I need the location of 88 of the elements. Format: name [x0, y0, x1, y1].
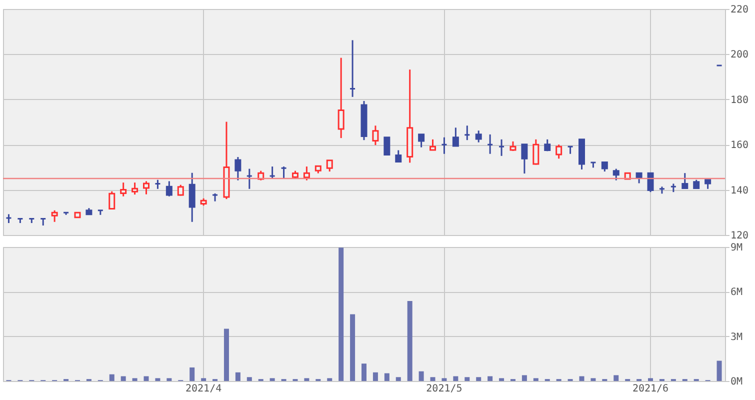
- bar: [579, 376, 584, 381]
- bar: [155, 378, 160, 381]
- bar: [304, 378, 310, 381]
- bar: [190, 367, 195, 381]
- candlestick: [188, 172, 196, 223]
- candlestick: [418, 134, 425, 148]
- candlestick: [120, 182, 127, 198]
- candlestick: [430, 138, 436, 151]
- bar: [407, 301, 412, 381]
- y-tick-label: 200: [730, 50, 749, 61]
- candlestick: [234, 156, 242, 182]
- y-tick-label: 220: [730, 4, 749, 16]
- bar: [499, 378, 504, 381]
- candlestick: [303, 166, 310, 182]
- bar: [338, 248, 344, 381]
- y-tick-label: 140: [730, 185, 749, 196]
- bar: [442, 378, 447, 381]
- bar: [384, 373, 390, 381]
- bar: [453, 376, 458, 381]
- bar: [418, 371, 424, 381]
- candlestick: [154, 179, 161, 190]
- y-tick-label: 3M: [730, 332, 743, 343]
- bar: [648, 378, 654, 381]
- bar: [327, 378, 332, 381]
- candlestick: [486, 134, 494, 155]
- candlestick: [384, 136, 390, 156]
- bar: [476, 377, 482, 381]
- bar: [166, 378, 172, 381]
- candlestick: [682, 172, 688, 189]
- candlestick: [132, 182, 138, 196]
- candlestick: [269, 166, 276, 180]
- candlestick: [440, 136, 448, 155]
- candlestick: [395, 150, 402, 163]
- candlestick: [349, 39, 356, 98]
- bar: [488, 376, 493, 381]
- bar: [590, 378, 596, 381]
- y-tick-label: 180: [730, 94, 749, 106]
- bar: [614, 375, 619, 381]
- candlestick: [338, 57, 344, 139]
- x-tick-label: 2021/4: [185, 384, 222, 394]
- candlestick: [704, 179, 712, 190]
- bar: [430, 377, 436, 381]
- candlestick: [372, 124, 379, 146]
- candlestick: [51, 210, 58, 223]
- candlestick: [464, 124, 470, 141]
- bar: [716, 360, 722, 381]
- candlestick: [612, 168, 620, 182]
- bar: [109, 374, 114, 381]
- bar: [224, 328, 229, 381]
- candlestick: [510, 140, 516, 152]
- candlestick: [521, 144, 528, 174]
- candlestick: [280, 166, 288, 180]
- candlestick: [647, 172, 654, 193]
- candlestick: [166, 180, 172, 198]
- y-tick-label: 9M: [730, 242, 743, 254]
- x-tick-label: 2021/6: [632, 384, 669, 394]
- candlestick: [636, 172, 642, 184]
- candlestick: [326, 160, 333, 172]
- bar: [362, 364, 366, 381]
- bar: [246, 377, 252, 381]
- bar: [201, 378, 206, 381]
- y-tick-label: 6M: [730, 287, 743, 298]
- bar: [235, 372, 240, 381]
- bar: [132, 378, 138, 381]
- candlestick: [108, 190, 116, 210]
- x-tick-label: 2021/5: [426, 384, 462, 394]
- bar: [372, 372, 378, 381]
- candlestick: [452, 126, 459, 147]
- candlestick: [143, 180, 150, 196]
- candlestick: [475, 130, 482, 144]
- candlestick: [601, 161, 608, 172]
- candlestick: [532, 138, 540, 166]
- candlestick: [556, 144, 562, 160]
- bar: [533, 378, 538, 381]
- candlestick: [693, 179, 700, 190]
- bar: [270, 378, 275, 381]
- bar: [350, 314, 356, 381]
- bar: [522, 375, 527, 381]
- candlestick: [498, 138, 505, 157]
- candlestick: [567, 146, 574, 155]
- bar: [144, 376, 149, 381]
- candlestick: [246, 168, 253, 190]
- bar: [464, 377, 470, 381]
- bar: [396, 377, 401, 381]
- bar: [120, 376, 126, 381]
- y-tick-label: 0M: [730, 376, 743, 388]
- y-tick-label: 120: [730, 230, 749, 242]
- y-tick-label: 160: [730, 140, 749, 152]
